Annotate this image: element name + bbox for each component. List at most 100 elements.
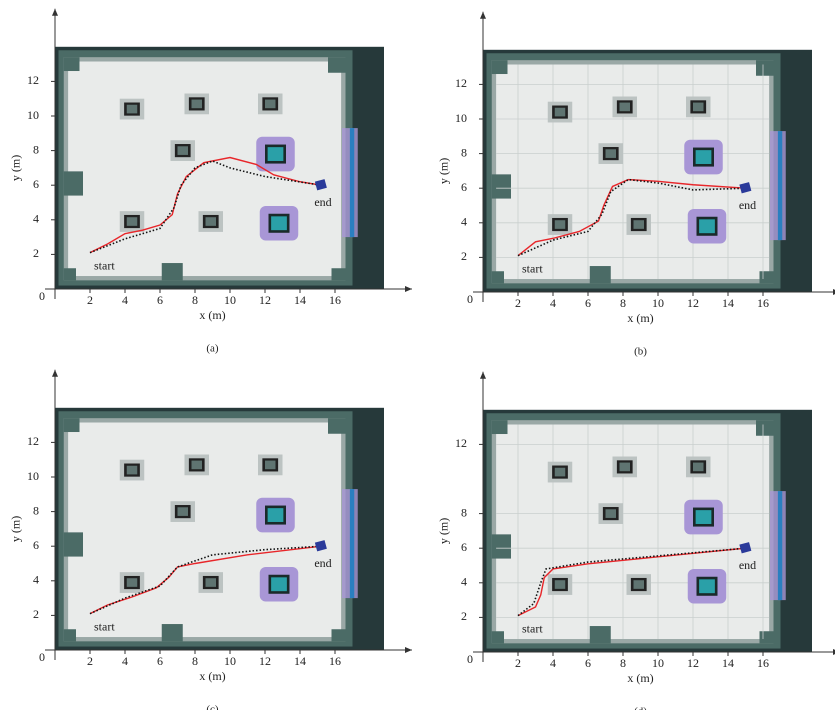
map-shape — [162, 263, 183, 280]
map-shape — [555, 580, 566, 589]
end-label: end — [314, 195, 331, 209]
y-tick-label: 8 — [461, 145, 467, 159]
map-shape — [778, 491, 782, 600]
map-shape — [590, 626, 611, 643]
map-shape — [178, 507, 189, 516]
x-tick-label: 10 — [652, 296, 664, 310]
map-shape — [64, 532, 83, 556]
y-axis-label: y (m) — [9, 155, 23, 181]
y-tick-label: 10 — [27, 469, 39, 483]
y-tick-label: 2 — [33, 607, 39, 621]
x-tick-label: 12 — [687, 656, 699, 670]
map-shape — [206, 217, 217, 226]
x-arrow — [405, 286, 412, 292]
y-tick-label: 4 — [33, 212, 39, 226]
x-tick-label: 8 — [192, 293, 198, 307]
end-label: end — [314, 556, 331, 570]
map-shape — [606, 509, 617, 518]
map-shape — [492, 60, 508, 74]
y-tick-label: 8 — [33, 142, 39, 156]
map-shape — [127, 466, 138, 475]
y-tick-label: 8 — [33, 503, 39, 517]
map-shape — [696, 150, 712, 164]
x-tick-label: 14 — [294, 654, 306, 668]
map-shape — [606, 149, 617, 158]
y-tick-label: 6 — [33, 177, 39, 191]
y-tick-label: 2 — [461, 609, 467, 623]
x-tick-label: 2 — [515, 296, 521, 310]
map-shape — [699, 219, 715, 233]
y-arrow — [480, 12, 486, 19]
map-shape — [555, 220, 566, 229]
x-tick-label: 10 — [224, 654, 236, 668]
x-tick-label: 12 — [259, 293, 271, 307]
map-shape — [693, 103, 704, 112]
map-shape — [64, 268, 76, 280]
figure: 024681012141624681012x (m)y (m)(a)starte… — [0, 0, 835, 710]
map-shape — [760, 631, 774, 643]
map-shape — [620, 463, 631, 472]
y-tick-label: 4 — [461, 215, 467, 229]
x-tick-label: 4 — [122, 654, 128, 668]
map-shape — [590, 266, 611, 283]
x-tick-label: 0 — [467, 292, 473, 306]
x-tick-label: 6 — [585, 296, 591, 310]
x-tick-label: 6 — [157, 293, 163, 307]
page: {"chart_data": [ {"type": "line", "capti… — [0, 0, 835, 710]
map-shape — [178, 146, 189, 155]
map-shape — [760, 271, 774, 283]
map-shape — [778, 131, 782, 240]
map-shape — [350, 128, 354, 237]
map-shape — [332, 268, 346, 280]
x-tick-label: 4 — [122, 293, 128, 307]
map-shape — [756, 420, 774, 436]
x-arrow — [405, 647, 412, 653]
end-label: end — [739, 198, 756, 212]
x-axis-label: x (m) — [627, 311, 653, 325]
map-shape — [64, 171, 83, 195]
x-tick-label: 12 — [259, 654, 271, 668]
map-shape — [265, 100, 276, 109]
x-tick-label: 14 — [294, 293, 306, 307]
start-label: start — [94, 258, 115, 272]
map-shape — [492, 174, 511, 198]
map-shape — [693, 463, 704, 472]
map-shape — [271, 216, 287, 230]
map-shape — [696, 510, 712, 524]
map-shape — [634, 220, 645, 229]
map-shape — [192, 100, 203, 109]
y-tick-label: 4 — [33, 573, 39, 587]
map-shape — [64, 629, 76, 641]
caption: (d) — [634, 706, 647, 710]
start-label: start — [522, 261, 543, 275]
x-tick-label: 12 — [687, 296, 699, 310]
map-shape — [127, 105, 138, 114]
x-tick-label: 2 — [87, 293, 93, 307]
map-shape — [555, 468, 566, 477]
map-shape — [332, 629, 346, 641]
y-tick-label: 8 — [461, 505, 467, 519]
y-tick-label: 6 — [461, 540, 467, 554]
map-shape — [268, 508, 284, 522]
map-shape — [64, 57, 80, 71]
y-tick-label: 10 — [455, 111, 467, 125]
caption: (a) — [206, 343, 219, 355]
x-axis-label: x (m) — [199, 308, 225, 322]
x-tick-label: 0 — [467, 652, 473, 666]
map-shape — [555, 108, 566, 117]
x-tick-label: 0 — [39, 289, 45, 303]
map-shape — [265, 461, 276, 470]
y-arrow — [52, 370, 58, 377]
y-axis-label: y (m) — [9, 516, 23, 542]
map-shape — [699, 579, 715, 593]
map-shape — [268, 147, 284, 161]
caption: (b) — [634, 346, 647, 358]
y-tick-label: 10 — [27, 108, 39, 122]
y-tick-label: 12 — [27, 434, 39, 448]
map-shape — [492, 534, 511, 558]
end-label: end — [739, 558, 756, 572]
map-shape — [192, 461, 203, 470]
x-tick-label: 4 — [550, 296, 556, 310]
map-shape — [127, 578, 138, 587]
map-shape — [620, 103, 631, 112]
